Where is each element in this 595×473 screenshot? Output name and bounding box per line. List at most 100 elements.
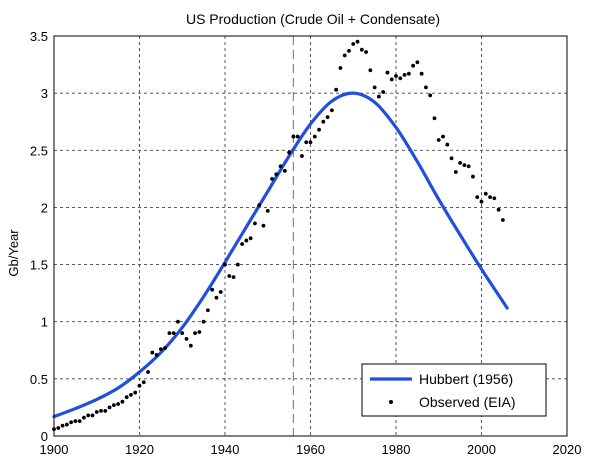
tick-label-layer: 1900 1920 1940 1960 1980 2000 2020 0 0.5 1 1.5 2 2.5… [30, 29, 582, 457]
observed-point [475, 195, 480, 200]
observed-point [364, 50, 368, 54]
observed-point [308, 140, 313, 145]
grid-layer [54, 36, 567, 436]
observed-point [265, 208, 270, 213]
observed-point [291, 134, 296, 139]
y-tick-label: 2 [41, 200, 48, 215]
observed-point [73, 419, 78, 424]
observed-point [176, 319, 180, 324]
legend-label-hubbert: Hubbert (1956) [419, 371, 513, 387]
observed-point [94, 410, 99, 414]
observed-point [201, 319, 206, 324]
observed-point [120, 399, 125, 404]
observed-point [329, 108, 334, 113]
observed-point [398, 76, 403, 81]
observed-point [193, 331, 197, 336]
observed-point [372, 85, 377, 90]
observed-point [261, 223, 266, 228]
observed-point [278, 164, 283, 169]
observed-point [103, 408, 108, 413]
observed-point [214, 295, 219, 300]
legend-label-observed: Observed (EIA) [419, 394, 515, 410]
x-tick-label: 1920 [125, 442, 154, 457]
plot-frame [53, 35, 568, 437]
legend: Hubbert (1956) Observed (EIA) [361, 363, 547, 417]
x-tick-label: 2020 [553, 442, 582, 457]
observed-point [488, 195, 492, 200]
observed-point [244, 238, 249, 243]
series-layer [52, 39, 509, 432]
observed-point [218, 290, 223, 294]
observed-point [146, 370, 150, 374]
observed-point [411, 63, 415, 68]
y-tick-label: 0 [41, 429, 48, 444]
observed-point [167, 331, 172, 336]
observed-point [107, 405, 112, 410]
observed-point [436, 138, 441, 142]
observed-point [133, 390, 138, 395]
observed-point [227, 274, 232, 278]
observed-point [381, 90, 386, 94]
observed-point [471, 174, 475, 179]
observed-point [441, 134, 445, 139]
observed-point [274, 172, 279, 177]
observed-point [163, 346, 168, 350]
x-tick-label: 1940 [211, 442, 240, 457]
observed-point [355, 39, 360, 44]
series-line-hubbert [52, 91, 509, 419]
observed-point [210, 287, 215, 292]
y-tick-label: 0.5 [30, 372, 48, 387]
observed-point [69, 420, 73, 425]
observed-point [389, 77, 394, 82]
observed-point [141, 380, 146, 385]
observed-point [154, 352, 159, 357]
observed-point [445, 142, 450, 147]
y-tick-label: 1.5 [30, 258, 48, 273]
observed-point [492, 196, 497, 201]
observed-point [402, 72, 407, 77]
observed-point [500, 218, 505, 222]
observed-point [86, 413, 91, 418]
observed-point [347, 48, 351, 53]
observed-point [338, 66, 343, 70]
observed-point [334, 87, 339, 92]
observed-point [483, 191, 488, 196]
observed-point [90, 413, 95, 418]
observed-point [453, 170, 458, 174]
observed-point [82, 415, 86, 420]
observed-point [428, 93, 433, 98]
y-tick-label: 1 [41, 315, 48, 330]
observed-point [415, 60, 420, 65]
observed-point [325, 115, 330, 120]
observed-point [111, 403, 116, 408]
observed-point [188, 343, 193, 348]
observed-point [466, 164, 471, 169]
observed-point [321, 119, 326, 124]
observed-point [385, 70, 390, 75]
x-tick-label: 1980 [382, 442, 411, 457]
x-tick-label: 2000 [467, 442, 496, 457]
observed-point [253, 221, 257, 226]
observed-point [368, 68, 373, 73]
observed-point [287, 150, 292, 155]
y-tick-label: 3.5 [30, 29, 48, 44]
y-axis-label: Gb/Year [6, 229, 21, 277]
observed-point [64, 422, 69, 427]
observed-point [180, 331, 185, 336]
y-tick-label: 2.5 [30, 143, 48, 158]
observed-point [223, 262, 227, 267]
observed-point [351, 42, 356, 46]
observed-point [99, 408, 103, 413]
observed-point [432, 116, 437, 121]
observed-point [248, 236, 253, 241]
observed-point [137, 383, 142, 388]
observed-point [377, 94, 381, 99]
observed-point [197, 330, 202, 334]
observed-point [60, 423, 65, 428]
observed-point [342, 53, 347, 58]
observed-point [231, 275, 236, 280]
legend-swatch-observed-dot [389, 400, 393, 404]
observed-point [184, 336, 189, 341]
observed-point [129, 392, 133, 397]
